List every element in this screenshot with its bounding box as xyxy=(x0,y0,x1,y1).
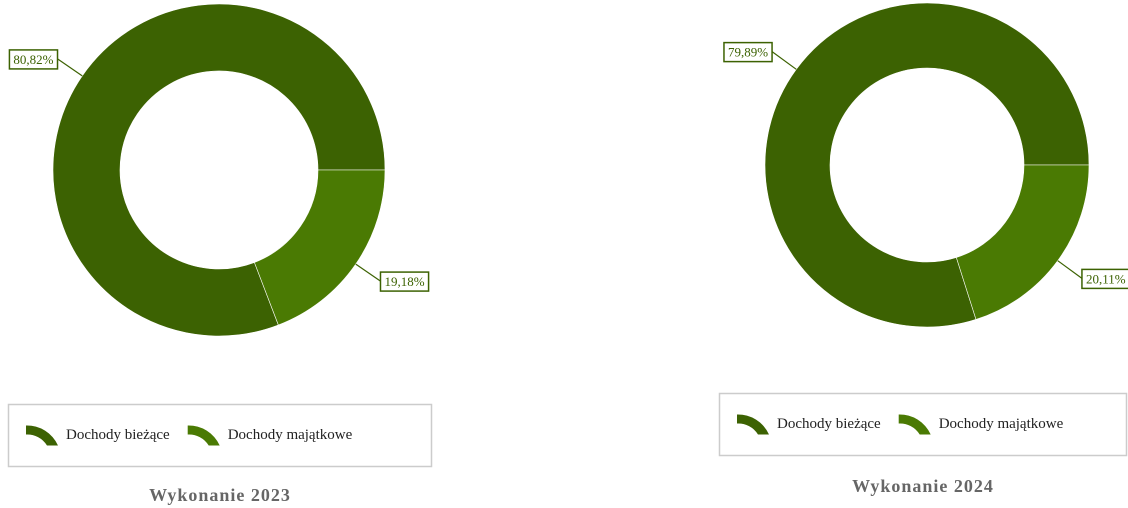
chart-title: Wykonanie 2023 xyxy=(149,485,291,505)
legend-swatch xyxy=(26,425,58,446)
data-label: 20,11% xyxy=(1086,271,1126,286)
leader-line xyxy=(1057,260,1083,279)
data-label-box xyxy=(379,271,430,292)
legend-swatch xyxy=(187,425,220,446)
legend-swatch xyxy=(737,414,769,435)
data-label-box xyxy=(1081,268,1128,290)
slice xyxy=(764,2,1090,328)
data-label: 80,82% xyxy=(13,52,53,67)
slice xyxy=(52,3,386,337)
legend-label: Dochody majątkowe xyxy=(939,416,1064,432)
legend xyxy=(7,403,433,468)
leader-line xyxy=(771,51,797,70)
chart-title: Wykonanie 2024 xyxy=(852,476,994,496)
slice xyxy=(955,164,1090,320)
leader-line xyxy=(355,263,381,282)
slice xyxy=(254,169,386,326)
leader-line xyxy=(57,58,83,77)
data-label: 19,18% xyxy=(384,274,424,289)
legend-swatch xyxy=(898,414,931,435)
data-label: 79,89% xyxy=(728,45,768,60)
legend-label: Dochody majątkowe xyxy=(228,427,353,443)
data-label-box xyxy=(723,41,773,63)
data-label-box xyxy=(8,49,59,70)
legend-label: Dochody bieżące xyxy=(777,416,881,432)
legend-label: Dochody bieżące xyxy=(66,427,170,443)
